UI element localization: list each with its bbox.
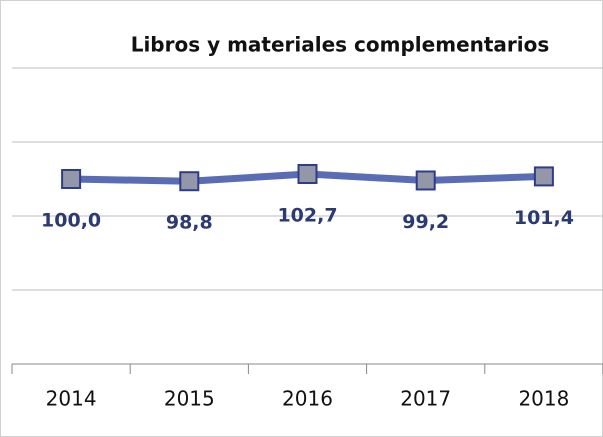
data-label: 99,2 xyxy=(402,211,449,233)
data-label: 102,7 xyxy=(277,205,337,227)
data-marker xyxy=(61,169,82,189)
data-label: 101,4 xyxy=(514,207,574,229)
data-label: 100,0 xyxy=(41,210,101,232)
data-marker xyxy=(533,166,554,187)
chart-title: Libros y materiales complementarios xyxy=(131,33,550,57)
data-marker xyxy=(415,170,436,191)
x-tick-label: 2016 xyxy=(282,387,333,411)
x-tick-label: 2018 xyxy=(518,387,569,411)
data-marker xyxy=(179,171,200,192)
data-label: 98,8 xyxy=(166,212,213,234)
x-tick-label: 2015 xyxy=(164,387,215,411)
x-tick-label: 2017 xyxy=(400,387,451,411)
x-tick-label: 2014 xyxy=(46,387,97,411)
data-marker xyxy=(297,164,318,185)
